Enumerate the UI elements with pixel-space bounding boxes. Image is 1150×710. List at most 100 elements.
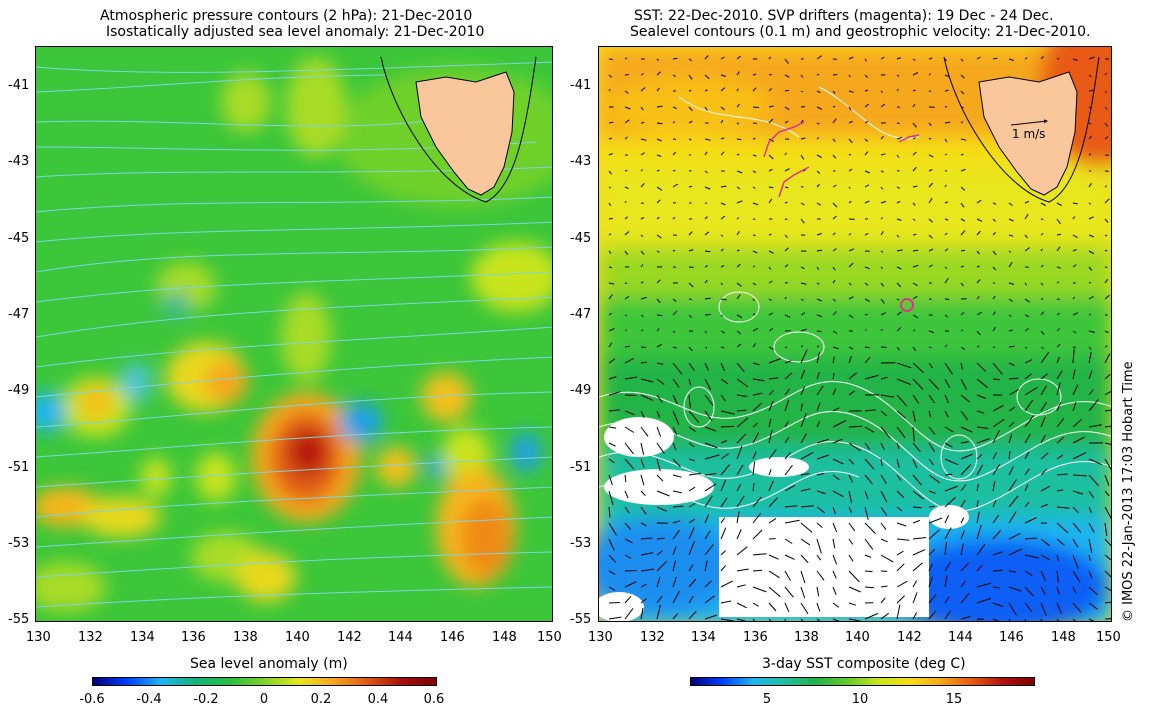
velocity-vector	[704, 595, 715, 604]
velocity-vector	[944, 378, 951, 388]
left-y-tick: -47	[8, 307, 30, 322]
velocity-vector	[784, 388, 790, 396]
velocity-vector	[624, 474, 627, 483]
velocity-vector	[912, 166, 917, 172]
velocity-vector	[1088, 135, 1092, 140]
velocity-vector	[720, 497, 728, 508]
velocity-vector	[784, 484, 796, 492]
velocity-vector	[720, 264, 725, 268]
velocity-vector	[720, 282, 723, 286]
velocity-vector	[960, 394, 971, 403]
velocity-vector	[1072, 312, 1079, 316]
velocity-vector	[672, 151, 677, 156]
velocity-vector	[1040, 218, 1044, 221]
velocity-vector	[1008, 421, 1015, 428]
velocity-vector	[848, 490, 853, 503]
velocity-vector	[752, 202, 759, 206]
velocity-vector	[1088, 602, 1098, 610]
velocity-vector	[992, 452, 998, 460]
velocity-vector	[640, 552, 654, 556]
velocity-vector	[928, 378, 940, 390]
velocity-vector	[784, 152, 787, 156]
velocity-vector	[656, 550, 664, 556]
velocity-vector	[1008, 202, 1013, 206]
velocity-vector	[688, 58, 692, 62]
velocity-vector	[1104, 538, 1111, 547]
velocity-vector	[720, 440, 728, 444]
velocity-vector	[832, 184, 837, 188]
right-y-tick: -41	[570, 78, 592, 93]
velocity-vector	[944, 473, 953, 476]
velocity-vector	[784, 89, 789, 92]
velocity-vector	[608, 570, 616, 575]
velocity-vector	[672, 458, 681, 468]
velocity-vector	[1088, 234, 1094, 238]
velocity-vector	[1024, 328, 1029, 332]
velocity-vector	[1088, 490, 1095, 499]
left-cb-tick: 0	[259, 692, 269, 707]
velocity-vector	[768, 233, 772, 236]
velocity-vector	[864, 298, 870, 302]
velocity-vector	[720, 87, 726, 92]
velocity-vector	[704, 170, 708, 174]
velocity-vector	[1056, 382, 1061, 396]
velocity-vector	[784, 519, 800, 524]
velocity-vector	[864, 346, 870, 349]
velocity-vector	[704, 106, 708, 111]
velocity-vector	[640, 506, 647, 515]
velocity-vector	[1040, 485, 1051, 492]
velocity-vector	[976, 250, 980, 255]
velocity-vector	[752, 553, 767, 556]
velocity-vector	[736, 186, 741, 190]
right-x-tick: 136	[743, 630, 768, 645]
velocity-vector	[944, 184, 947, 188]
velocity-vector	[704, 530, 711, 540]
velocity-vector	[912, 426, 915, 442]
velocity-vector	[784, 218, 788, 220]
velocity-vector	[1008, 377, 1019, 380]
velocity-vector	[864, 409, 876, 412]
velocity-vector	[736, 495, 745, 508]
velocity-vector	[848, 282, 852, 286]
velocity-vector	[800, 586, 806, 599]
velocity-vector	[912, 137, 916, 140]
velocity-vector	[1008, 451, 1011, 460]
velocity-vector	[896, 346, 901, 351]
velocity-vector	[704, 216, 708, 220]
velocity-vector	[960, 593, 970, 604]
velocity-vector	[672, 560, 677, 572]
right-y-tick: -45	[570, 231, 592, 246]
velocity-vector	[816, 184, 820, 188]
velocity-vector	[656, 378, 665, 385]
velocity-vector	[944, 58, 947, 62]
velocity-vector	[1008, 548, 1023, 556]
velocity-vector	[768, 328, 774, 332]
velocity-vector	[1104, 425, 1111, 428]
velocity-vector	[784, 505, 798, 508]
velocity-vector	[1008, 434, 1013, 444]
velocity-vector	[1104, 601, 1111, 604]
velocity-vector	[928, 410, 932, 418]
velocity-vector	[944, 541, 948, 556]
velocity-vector	[848, 425, 863, 428]
velocity-vector	[736, 394, 748, 397]
velocity-vector	[752, 298, 755, 301]
velocity-vector	[688, 410, 700, 423]
velocity-vector	[736, 217, 740, 220]
velocity-vector	[1088, 474, 1099, 487]
left-x-tick: 130	[26, 630, 51, 645]
velocity-vector	[688, 442, 695, 448]
velocity-vector	[832, 458, 844, 465]
right-x-tick: 150	[1096, 630, 1121, 645]
velocity-vector	[960, 543, 964, 556]
velocity-vector	[800, 386, 806, 396]
velocity-vector	[752, 483, 755, 492]
velocity-vector	[672, 590, 680, 604]
velocity-vector	[672, 183, 679, 188]
velocity-vector	[784, 58, 789, 64]
velocity-vector	[992, 463, 1001, 476]
velocity-vector	[768, 198, 773, 204]
velocity-vector	[896, 249, 903, 252]
velocity-vector	[880, 170, 884, 173]
velocity-vector	[816, 402, 821, 412]
